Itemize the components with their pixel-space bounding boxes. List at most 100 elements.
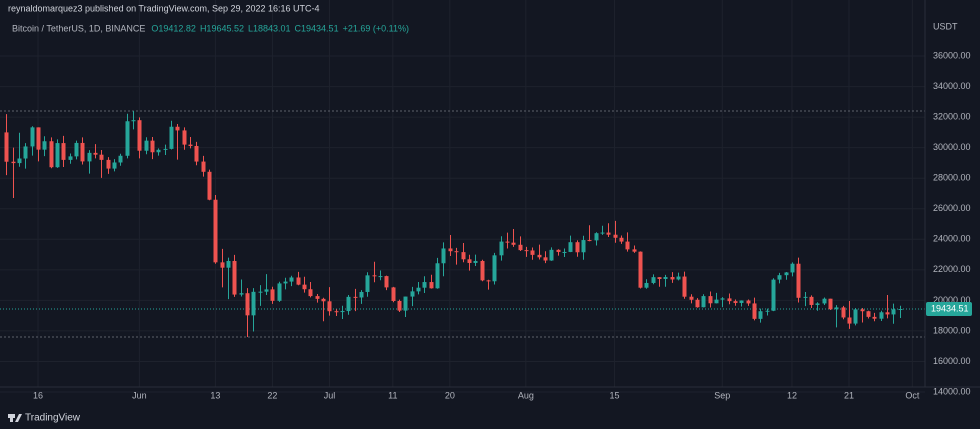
candle-body: [480, 260, 485, 281]
candle-body: [289, 277, 294, 282]
last-price-box: [926, 302, 972, 317]
y-tick-label: 16000.00: [933, 356, 971, 366]
candle-body: [682, 276, 687, 297]
candle-body: [397, 300, 402, 311]
candle-body: [340, 311, 345, 313]
y-tick-label: 32000.00: [933, 112, 971, 122]
candle-body: [137, 120, 142, 151]
candle-body: [499, 241, 504, 256]
candle-body: [505, 241, 510, 243]
currency: USDT: [933, 21, 958, 31]
candle-body: [226, 260, 231, 268]
candle-body: [213, 199, 218, 263]
candle-body: [23, 146, 28, 159]
candle-body: [866, 311, 871, 317]
x-tick-label: 16: [33, 390, 43, 400]
candle-body: [606, 232, 611, 235]
candle-body: [511, 242, 516, 245]
candle-body: [87, 152, 92, 162]
candle-body: [175, 126, 180, 131]
candle-body: [144, 140, 149, 151]
legend-value: +21.69 (+0.11%): [343, 23, 409, 33]
candle-body: [106, 159, 111, 169]
candle-body: [663, 277, 668, 279]
footer: TradingView: [25, 413, 81, 424]
y-tick-label: 18000.00: [933, 325, 971, 335]
candle-body: [169, 126, 174, 149]
candle-body: [518, 244, 523, 251]
legend-value: O19412.82: [151, 23, 196, 33]
candle-body: [448, 248, 453, 252]
y-tick-label: 22000.00: [933, 264, 971, 274]
candle-body: [701, 296, 706, 308]
candle-body: [201, 161, 206, 172]
candle-body: [125, 121, 130, 156]
candle-body: [752, 303, 757, 319]
candle-body: [258, 291, 263, 293]
x-tick-label: 13: [210, 390, 220, 400]
y-tick-label: 30000.00: [933, 142, 971, 152]
candle-body: [822, 298, 827, 304]
candle-body: [182, 130, 187, 145]
candle-body: [695, 299, 700, 308]
candle-body: [346, 296, 351, 312]
x-tick-label: 11: [388, 390, 397, 400]
candle-body: [549, 249, 554, 261]
candle-body: [131, 120, 136, 122]
candle-body: [251, 291, 256, 316]
candle-body: [30, 127, 35, 147]
y-tick-label: 28000.00: [933, 173, 971, 183]
candle-body: [619, 237, 624, 242]
candle-body: [264, 289, 269, 292]
y-tick-label: 14000.00: [933, 386, 971, 396]
candle-body: [353, 296, 358, 298]
candle-body: [156, 149, 161, 153]
candle-body: [860, 309, 865, 312]
logo-slash: [15, 414, 22, 422]
candle-body: [296, 277, 301, 285]
candle-body: [720, 298, 725, 300]
candle-body: [828, 298, 833, 310]
candle-body: [676, 276, 681, 280]
candle-body: [809, 296, 814, 305]
candle-body: [49, 141, 54, 168]
candle-body: [429, 282, 434, 289]
candle-body: [587, 240, 592, 242]
x-tick-label: Aug: [518, 390, 534, 400]
candle-body: [898, 309, 903, 311]
candle-body: [270, 289, 275, 301]
candle-body: [847, 317, 852, 324]
candle-body: [841, 307, 846, 318]
y-tick-label: 34000.00: [933, 81, 971, 91]
candle-body: [410, 291, 415, 297]
candle-body: [777, 275, 782, 280]
grid: [0, 0, 925, 393]
attribution: reynaldomarquez3 published on TradingVie…: [8, 3, 320, 13]
candle-body: [834, 307, 839, 310]
candle-body: [283, 281, 288, 284]
candle-body: [321, 298, 326, 302]
candle-body: [530, 250, 535, 255]
x-tick-label: Sep: [714, 390, 730, 400]
candle-body: [625, 241, 630, 250]
candle-body: [632, 249, 637, 252]
candle-body: [853, 309, 858, 324]
candle-body: [277, 283, 282, 301]
candle-body: [163, 148, 168, 150]
y-tick-label: 26000.00: [933, 203, 971, 213]
candle-body: [784, 272, 789, 276]
x-tick-label: Jun: [132, 390, 147, 400]
candles: [4, 111, 903, 338]
candle-body: [758, 311, 763, 319]
candle-body: [42, 141, 47, 150]
candle-body: [378, 276, 383, 278]
candle-body: [467, 259, 472, 263]
candle-body: [194, 145, 199, 162]
candle-body: [11, 161, 16, 164]
candle-body: [568, 242, 573, 252]
y-tick-label: 24000.00: [933, 234, 971, 244]
candle-body: [486, 280, 491, 282]
candle-body: [714, 299, 719, 304]
